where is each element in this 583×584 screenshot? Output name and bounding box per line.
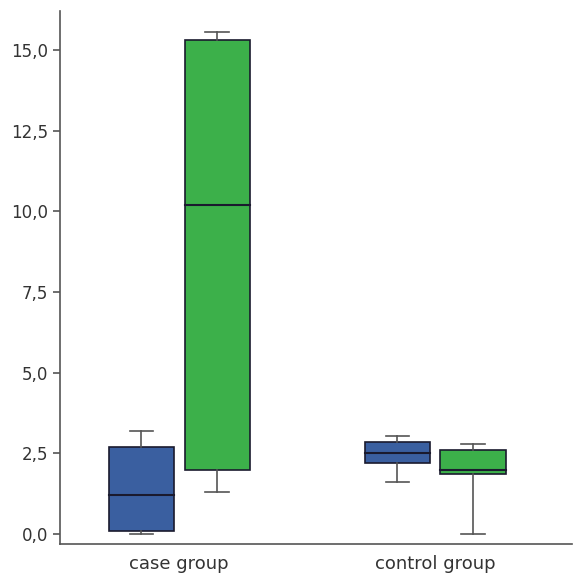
Bar (365, 442, 430, 463)
Bar (109, 447, 174, 531)
Bar (184, 40, 250, 470)
Bar (440, 450, 505, 474)
